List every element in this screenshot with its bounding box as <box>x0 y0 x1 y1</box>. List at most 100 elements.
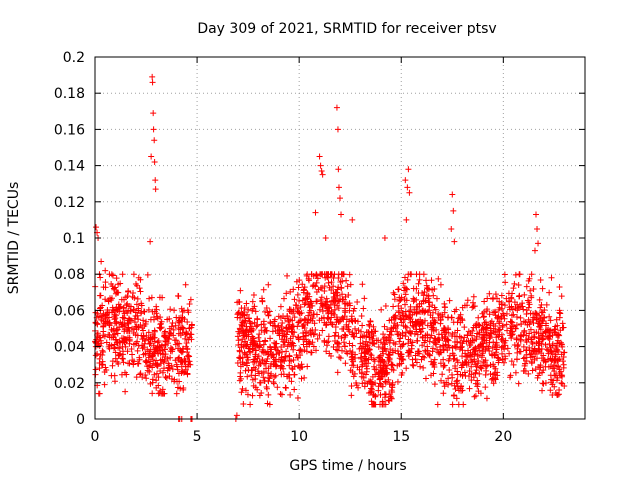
data-point <box>270 380 277 387</box>
data-point <box>484 343 491 350</box>
data-point <box>99 361 106 368</box>
x-tick-label: 0 <box>91 429 100 445</box>
data-point <box>241 349 248 356</box>
data-point <box>342 305 349 312</box>
data-point <box>542 341 549 348</box>
data-point <box>493 295 500 302</box>
data-point <box>517 314 524 321</box>
data-point <box>116 304 123 311</box>
data-point <box>407 271 414 278</box>
data-point <box>499 335 506 342</box>
data-point <box>102 267 109 274</box>
x-axis-label: GPS time / hours <box>289 458 406 474</box>
data-point <box>316 317 323 324</box>
data-point <box>125 288 132 295</box>
data-point <box>111 378 118 385</box>
data-point <box>155 390 162 397</box>
data-point <box>452 363 459 370</box>
data-point <box>244 373 251 380</box>
data-point <box>529 317 536 324</box>
data-point <box>149 335 156 342</box>
data-point <box>341 343 348 350</box>
data-point <box>324 315 331 322</box>
data-point <box>472 369 479 376</box>
data-point <box>337 355 344 362</box>
data-point <box>481 319 488 326</box>
data-point <box>454 383 461 390</box>
data-point <box>472 348 479 355</box>
data-point <box>116 351 123 358</box>
data-point <box>150 333 157 340</box>
data-point <box>507 330 514 337</box>
data-point <box>478 365 485 372</box>
data-point <box>398 294 405 301</box>
data-point <box>265 281 272 288</box>
data-point <box>458 383 465 390</box>
data-point <box>106 314 113 321</box>
data-point <box>186 300 193 307</box>
data-point <box>551 368 558 375</box>
data-point <box>510 361 517 368</box>
data-point <box>332 298 339 305</box>
data-point <box>521 354 528 361</box>
data-point <box>359 358 366 365</box>
data-point <box>405 349 412 356</box>
data-point <box>135 305 142 312</box>
data-point <box>354 299 361 306</box>
data-point <box>550 377 557 384</box>
data-point <box>102 284 109 291</box>
data-point <box>461 369 468 376</box>
data-point <box>149 73 156 80</box>
data-point <box>513 313 520 320</box>
data-point <box>382 341 389 348</box>
data-point <box>323 295 330 302</box>
data-point <box>515 304 522 311</box>
data-point <box>388 361 395 368</box>
data-point <box>97 337 104 344</box>
data-point <box>165 360 172 367</box>
data-point <box>151 371 158 378</box>
data-point <box>559 373 566 380</box>
data-point <box>442 338 449 345</box>
data-point <box>521 367 528 374</box>
data-point <box>349 342 356 349</box>
data-point <box>382 303 389 310</box>
data-point <box>386 397 393 404</box>
data-point <box>143 375 150 382</box>
data-point <box>386 317 393 324</box>
data-point <box>101 381 108 388</box>
data-point <box>416 303 423 310</box>
data-point <box>348 392 355 399</box>
data-point <box>551 357 558 364</box>
data-point <box>139 374 146 381</box>
data-point <box>464 297 471 304</box>
data-point <box>240 401 247 408</box>
data-point <box>138 308 145 315</box>
data-point <box>420 292 427 299</box>
data-point <box>414 331 421 338</box>
data-point <box>143 332 150 339</box>
data-point <box>177 314 184 321</box>
data-point <box>358 373 365 380</box>
data-point <box>124 309 131 316</box>
data-point <box>406 328 413 335</box>
data-point <box>145 363 152 370</box>
data-point <box>322 235 329 241</box>
data-point <box>252 353 259 360</box>
data-point <box>123 371 130 378</box>
data-point <box>288 343 295 350</box>
data-point <box>176 340 183 347</box>
axis-ticks: 0 0.02 0.04 0.06 0.08 0.1 0.12 0.14 0.16 0.18 0.2 0… <box>54 50 585 445</box>
data-point <box>360 305 367 312</box>
data-point <box>431 335 438 342</box>
data-point <box>326 350 333 357</box>
data-point <box>368 352 375 359</box>
data-point <box>280 338 287 345</box>
data-point <box>458 334 465 341</box>
data-point <box>424 331 431 338</box>
data-point <box>236 347 243 354</box>
data-point <box>390 339 397 346</box>
data-point <box>486 335 493 342</box>
data-point <box>122 294 129 301</box>
